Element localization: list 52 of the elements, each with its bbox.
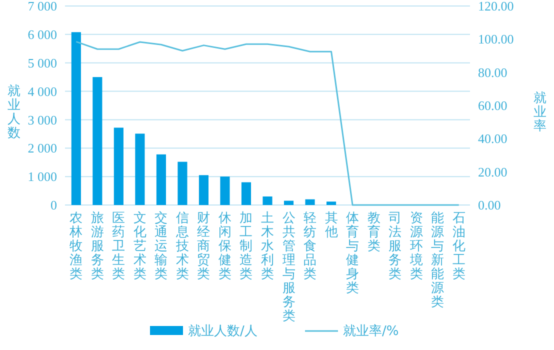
bar xyxy=(92,77,102,205)
bar xyxy=(241,182,252,205)
bar xyxy=(114,128,124,205)
x-tick-label: 医药卫生类 xyxy=(112,211,126,282)
x-tick-label: 石油化工类 xyxy=(452,211,466,282)
y2-tick-label: 40.00 xyxy=(478,131,508,146)
legend-label: 就业人数/人 xyxy=(188,324,258,339)
x-tick-label: 轻纺食品类 xyxy=(304,211,317,282)
y-tick-label: 0 xyxy=(50,198,57,213)
bar xyxy=(305,199,315,205)
y-tick-label: 5 000 xyxy=(28,55,57,70)
bar xyxy=(284,200,294,205)
bar xyxy=(178,162,188,205)
bar xyxy=(156,154,166,205)
bar xyxy=(71,32,81,205)
x-tick-label: 公共管理与服务类 xyxy=(282,211,296,324)
x-tick-label: 体育与健身类 xyxy=(346,211,360,296)
x-tick-label: 财经商贸类 xyxy=(197,211,210,282)
x-tick-label: 旅游服务类 xyxy=(90,211,104,282)
y2-tick-label: 80.00 xyxy=(478,64,508,80)
y2-tick-label: 0.00 xyxy=(478,198,501,213)
bar xyxy=(220,176,230,205)
x-tick-label: 教育类 xyxy=(367,211,380,254)
x-tick-label: 其他 xyxy=(324,211,338,240)
y-tick-label: 6 000 xyxy=(28,26,57,42)
x-tick-label: 能源与新能源类 xyxy=(431,211,444,310)
x-tick-label: 文化艺术类 xyxy=(133,211,146,282)
legend-label: 就业率/% xyxy=(343,323,399,339)
line-series xyxy=(75,40,460,206)
y-tick-label: 7 000 xyxy=(28,0,57,14)
y-tick-label: 1 000 xyxy=(28,169,57,184)
bar xyxy=(326,202,336,205)
x-tick-label: 信息技术类 xyxy=(174,211,189,282)
y2-axis-title: 就业率 xyxy=(534,91,546,134)
x-tick-label: 加工制造类 xyxy=(240,211,253,282)
y-tick-label: 2 000 xyxy=(28,140,57,156)
x-tick-label: 交通运输类 xyxy=(154,210,168,282)
y-tick-label: 4 000 xyxy=(28,84,57,99)
x-tick-label: 资源环境类 xyxy=(408,211,423,282)
x-tick-label: 农林牧渔类 xyxy=(68,211,83,282)
bar xyxy=(262,196,272,205)
y2-tick-label: 60.00 xyxy=(478,98,508,114)
y-axis-title: 就业人数 xyxy=(8,84,20,141)
y-tick-label: 3 000 xyxy=(28,112,57,128)
x-tick-label: 土木水利类 xyxy=(261,211,274,282)
x-tick-label: 司法服务类 xyxy=(388,211,402,282)
bar xyxy=(198,175,209,205)
x-tick-label: 休闲保健类 xyxy=(218,211,232,282)
y2-tick-label: 100.00 xyxy=(478,32,514,47)
y2-tick-label: 120.00 xyxy=(478,0,514,14)
y2-tick-label: 20.00 xyxy=(478,164,508,180)
bar xyxy=(135,134,145,205)
